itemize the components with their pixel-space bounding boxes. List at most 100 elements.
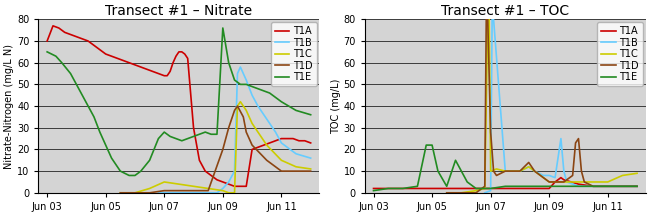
T1A	[289, 137, 297, 140]
T1D	[175, 189, 183, 192]
T1B	[254, 105, 262, 107]
T1A	[190, 126, 198, 129]
T1B	[237, 66, 244, 68]
Line: T1B: T1B	[159, 67, 311, 193]
T1A	[283, 137, 291, 140]
T1C	[116, 192, 124, 194]
Legend: T1A, T1B, T1C, T1D, T1E: T1A, T1B, T1C, T1D, T1E	[597, 22, 643, 86]
T1D	[292, 170, 300, 172]
T1D	[472, 192, 480, 194]
T1D	[239, 116, 247, 118]
T1E	[399, 187, 407, 190]
T1E	[207, 133, 215, 136]
T1D	[575, 137, 582, 140]
T1B	[184, 192, 192, 194]
T1E	[137, 170, 145, 172]
T1A	[67, 33, 75, 36]
T1D	[278, 170, 285, 172]
T1E	[472, 187, 480, 190]
T1E	[422, 144, 430, 146]
T1C	[516, 170, 524, 172]
T1E	[560, 185, 567, 188]
T1A	[545, 187, 553, 190]
T1B	[530, 170, 538, 172]
T1B	[196, 192, 203, 194]
T1B	[272, 131, 280, 133]
T1E	[58, 61, 66, 64]
T1E	[102, 144, 110, 146]
T1E	[131, 174, 139, 177]
T1E	[370, 189, 378, 192]
T1A	[278, 137, 285, 140]
T1A	[175, 51, 183, 53]
T1B	[172, 192, 180, 194]
T1E	[487, 187, 495, 190]
T1E	[590, 185, 597, 188]
T1C	[486, 18, 493, 21]
T1A	[560, 178, 567, 181]
T1A	[307, 142, 315, 144]
T1D	[204, 189, 212, 192]
T1E	[196, 133, 203, 136]
T1E	[575, 185, 582, 188]
T1A	[619, 185, 627, 188]
T1A	[530, 187, 538, 190]
T1E	[428, 144, 436, 146]
T1D	[263, 159, 270, 162]
T1E	[108, 157, 116, 159]
T1C	[493, 168, 500, 170]
Line: T1B: T1B	[485, 19, 637, 193]
T1A	[472, 187, 480, 190]
T1B	[202, 192, 209, 194]
T1C	[633, 172, 641, 175]
T1C	[175, 183, 183, 185]
T1B	[560, 170, 567, 172]
T1A	[266, 142, 274, 144]
T1D	[233, 105, 241, 107]
T1B	[233, 72, 241, 75]
T1A	[108, 55, 116, 57]
T1E	[116, 170, 124, 172]
T1C	[458, 192, 465, 194]
T1B	[266, 122, 274, 125]
T1D	[161, 189, 168, 192]
T1C	[619, 174, 627, 177]
T1B	[178, 192, 186, 194]
T1B	[540, 174, 547, 177]
T1B	[207, 192, 215, 194]
T1D	[545, 181, 553, 183]
T1D	[487, 131, 495, 133]
T1A	[178, 51, 186, 53]
T1B	[248, 94, 256, 97]
T1A	[254, 146, 262, 149]
T1A	[149, 70, 157, 73]
T1E	[443, 185, 450, 188]
T1C	[248, 122, 256, 125]
T1B	[219, 187, 227, 190]
T1D	[481, 185, 489, 188]
T1E	[260, 90, 268, 92]
T1A	[49, 25, 57, 27]
T1C	[590, 181, 597, 183]
T1D	[231, 109, 239, 112]
Y-axis label: Nitrate-Nitrogen (mg/L N): Nitrate-Nitrogen (mg/L N)	[4, 44, 14, 168]
T1E	[254, 87, 262, 90]
T1A	[633, 185, 641, 188]
T1E	[202, 131, 209, 133]
T1C	[237, 100, 244, 103]
T1D	[619, 185, 627, 188]
T1E	[213, 133, 221, 136]
Title: Transect #1 – TOC: Transect #1 – TOC	[441, 4, 569, 18]
T1E	[44, 51, 51, 53]
T1A	[155, 72, 162, 75]
T1E	[219, 27, 227, 29]
T1C	[292, 165, 300, 168]
T1A	[61, 31, 69, 34]
T1C	[307, 168, 315, 170]
T1C	[443, 192, 450, 194]
T1C	[525, 165, 532, 168]
T1A	[413, 187, 421, 190]
T1B	[525, 165, 532, 168]
T1D	[590, 185, 597, 188]
T1B	[213, 192, 221, 194]
